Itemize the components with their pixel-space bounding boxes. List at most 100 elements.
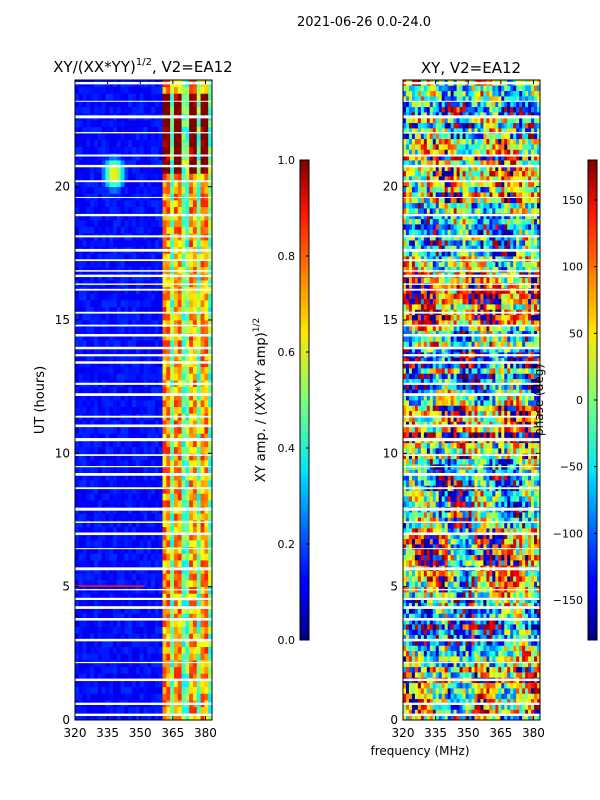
- amplitude-cell: [101, 540, 106, 548]
- amplitude-cell: [113, 480, 118, 488]
- amplitude-cell: [113, 160, 118, 168]
- phase-cell: [444, 592, 449, 598]
- phase-cell: [480, 714, 484, 720]
- phase-cell: [492, 554, 496, 561]
- amplitude-cell: [105, 346, 110, 354]
- phase-cell: [444, 714, 449, 720]
- phase-cell: [528, 554, 532, 561]
- phase-cell: [519, 618, 523, 625]
- amplitude-cell: [139, 446, 144, 454]
- phase-cell: [531, 704, 535, 710]
- amplitude-cell: [120, 180, 125, 188]
- amplitude-cell: [200, 546, 205, 554]
- phase-cell: [516, 688, 520, 694]
- amplitude-cell: [128, 240, 133, 248]
- amplitude-cell: [139, 480, 144, 488]
- amplitude-cell: [120, 646, 125, 654]
- amplitude-flagged-row: [75, 288, 212, 291]
- amplitude-cell: [147, 646, 152, 654]
- amplitude-cell: [154, 373, 160, 381]
- amplitude-cell: [181, 353, 186, 361]
- phase-cell: [420, 576, 425, 582]
- phase-cell: [423, 592, 428, 598]
- amplitude-cell: [177, 540, 182, 548]
- amplitude-cell: [124, 226, 129, 234]
- phase-cell: [531, 656, 535, 662]
- amplitude-cell: [97, 200, 103, 208]
- phase-cell: [465, 714, 469, 720]
- amplitude-cell: [170, 466, 175, 474]
- amplitude-cell: [162, 626, 167, 634]
- amplitude-cell: [200, 333, 205, 341]
- amplitude-cell: [204, 333, 209, 341]
- amplitude-cell: [86, 560, 91, 568]
- phase-cell: [537, 688, 540, 694]
- amplitude-cell: [105, 393, 110, 401]
- phase-cell: [435, 581, 440, 588]
- amplitude-cell: [200, 500, 205, 508]
- amplitude-cell: [120, 313, 125, 321]
- amplitude-cell: [120, 480, 125, 488]
- phase-cell: [483, 682, 487, 689]
- amplitude-cell: [143, 153, 148, 161]
- amplitude-cell: [204, 640, 209, 648]
- phase-cell: [468, 602, 472, 609]
- phase-cell: [507, 560, 511, 566]
- phase-cell: [498, 592, 502, 598]
- amplitude-cell: [192, 200, 198, 208]
- amplitude-colorbar-tick-label: 0.0: [278, 634, 296, 647]
- amplitude-cell: [173, 533, 179, 541]
- amplitude-cell: [116, 533, 122, 541]
- amplitude-cell: [109, 420, 114, 428]
- amplitude-cell: [204, 646, 209, 654]
- amplitude-cell: [135, 166, 141, 174]
- amplitude-cell: [82, 673, 87, 681]
- amplitude-cell: [116, 593, 122, 601]
- amplitude-cell: [135, 386, 141, 394]
- amplitude-cell: [128, 573, 133, 581]
- amplitude-cell: [139, 460, 144, 468]
- phase-cell: [471, 698, 475, 705]
- amplitude-cell: [75, 473, 80, 481]
- phase-cell: [432, 560, 437, 566]
- amplitude-cell: [170, 526, 175, 534]
- amplitude-cell: [113, 540, 118, 548]
- amplitude-cell: [166, 433, 171, 441]
- phase-cell: [486, 661, 490, 668]
- amplitude-cell: [135, 193, 141, 201]
- amplitude-cell: [196, 180, 201, 188]
- amplitude-cell: [147, 213, 152, 221]
- phase-cell: [468, 624, 472, 630]
- amplitude-cell: [78, 666, 84, 674]
- phase-cell: [495, 613, 499, 620]
- phase-cell: [405, 661, 410, 668]
- amplitude-cell: [166, 513, 171, 521]
- phase-cell: [420, 549, 425, 556]
- phase-cell: [429, 597, 434, 604]
- phase-cell: [429, 613, 434, 620]
- phase-cell: [504, 682, 508, 689]
- amplitude-cell: [173, 253, 179, 261]
- amplitude-cell: [189, 633, 194, 641]
- amplitude-cell: [154, 86, 160, 94]
- amplitude-cell: [181, 706, 186, 714]
- amplitude-cell: [185, 126, 190, 134]
- phase-cell: [516, 698, 520, 705]
- phase-cell: [531, 624, 535, 630]
- phase-cell: [522, 661, 526, 668]
- amplitude-cell: [101, 193, 106, 201]
- amplitude-cell: [78, 253, 84, 261]
- amplitude-cell: [173, 353, 179, 361]
- amplitude-cell: [151, 653, 156, 661]
- amplitude-cell: [185, 440, 190, 448]
- phase-cell: [438, 608, 443, 614]
- phase-cell: [459, 576, 463, 582]
- amplitude-cell: [181, 406, 186, 414]
- amplitude-cell: [189, 366, 194, 374]
- amplitude-cell: [200, 686, 205, 694]
- amplitude-cell: [185, 486, 190, 494]
- amplitude-cell: [166, 633, 171, 641]
- amplitude-cell: [154, 466, 160, 474]
- amplitude-cell: [143, 86, 148, 94]
- amplitude-cell: [105, 620, 110, 628]
